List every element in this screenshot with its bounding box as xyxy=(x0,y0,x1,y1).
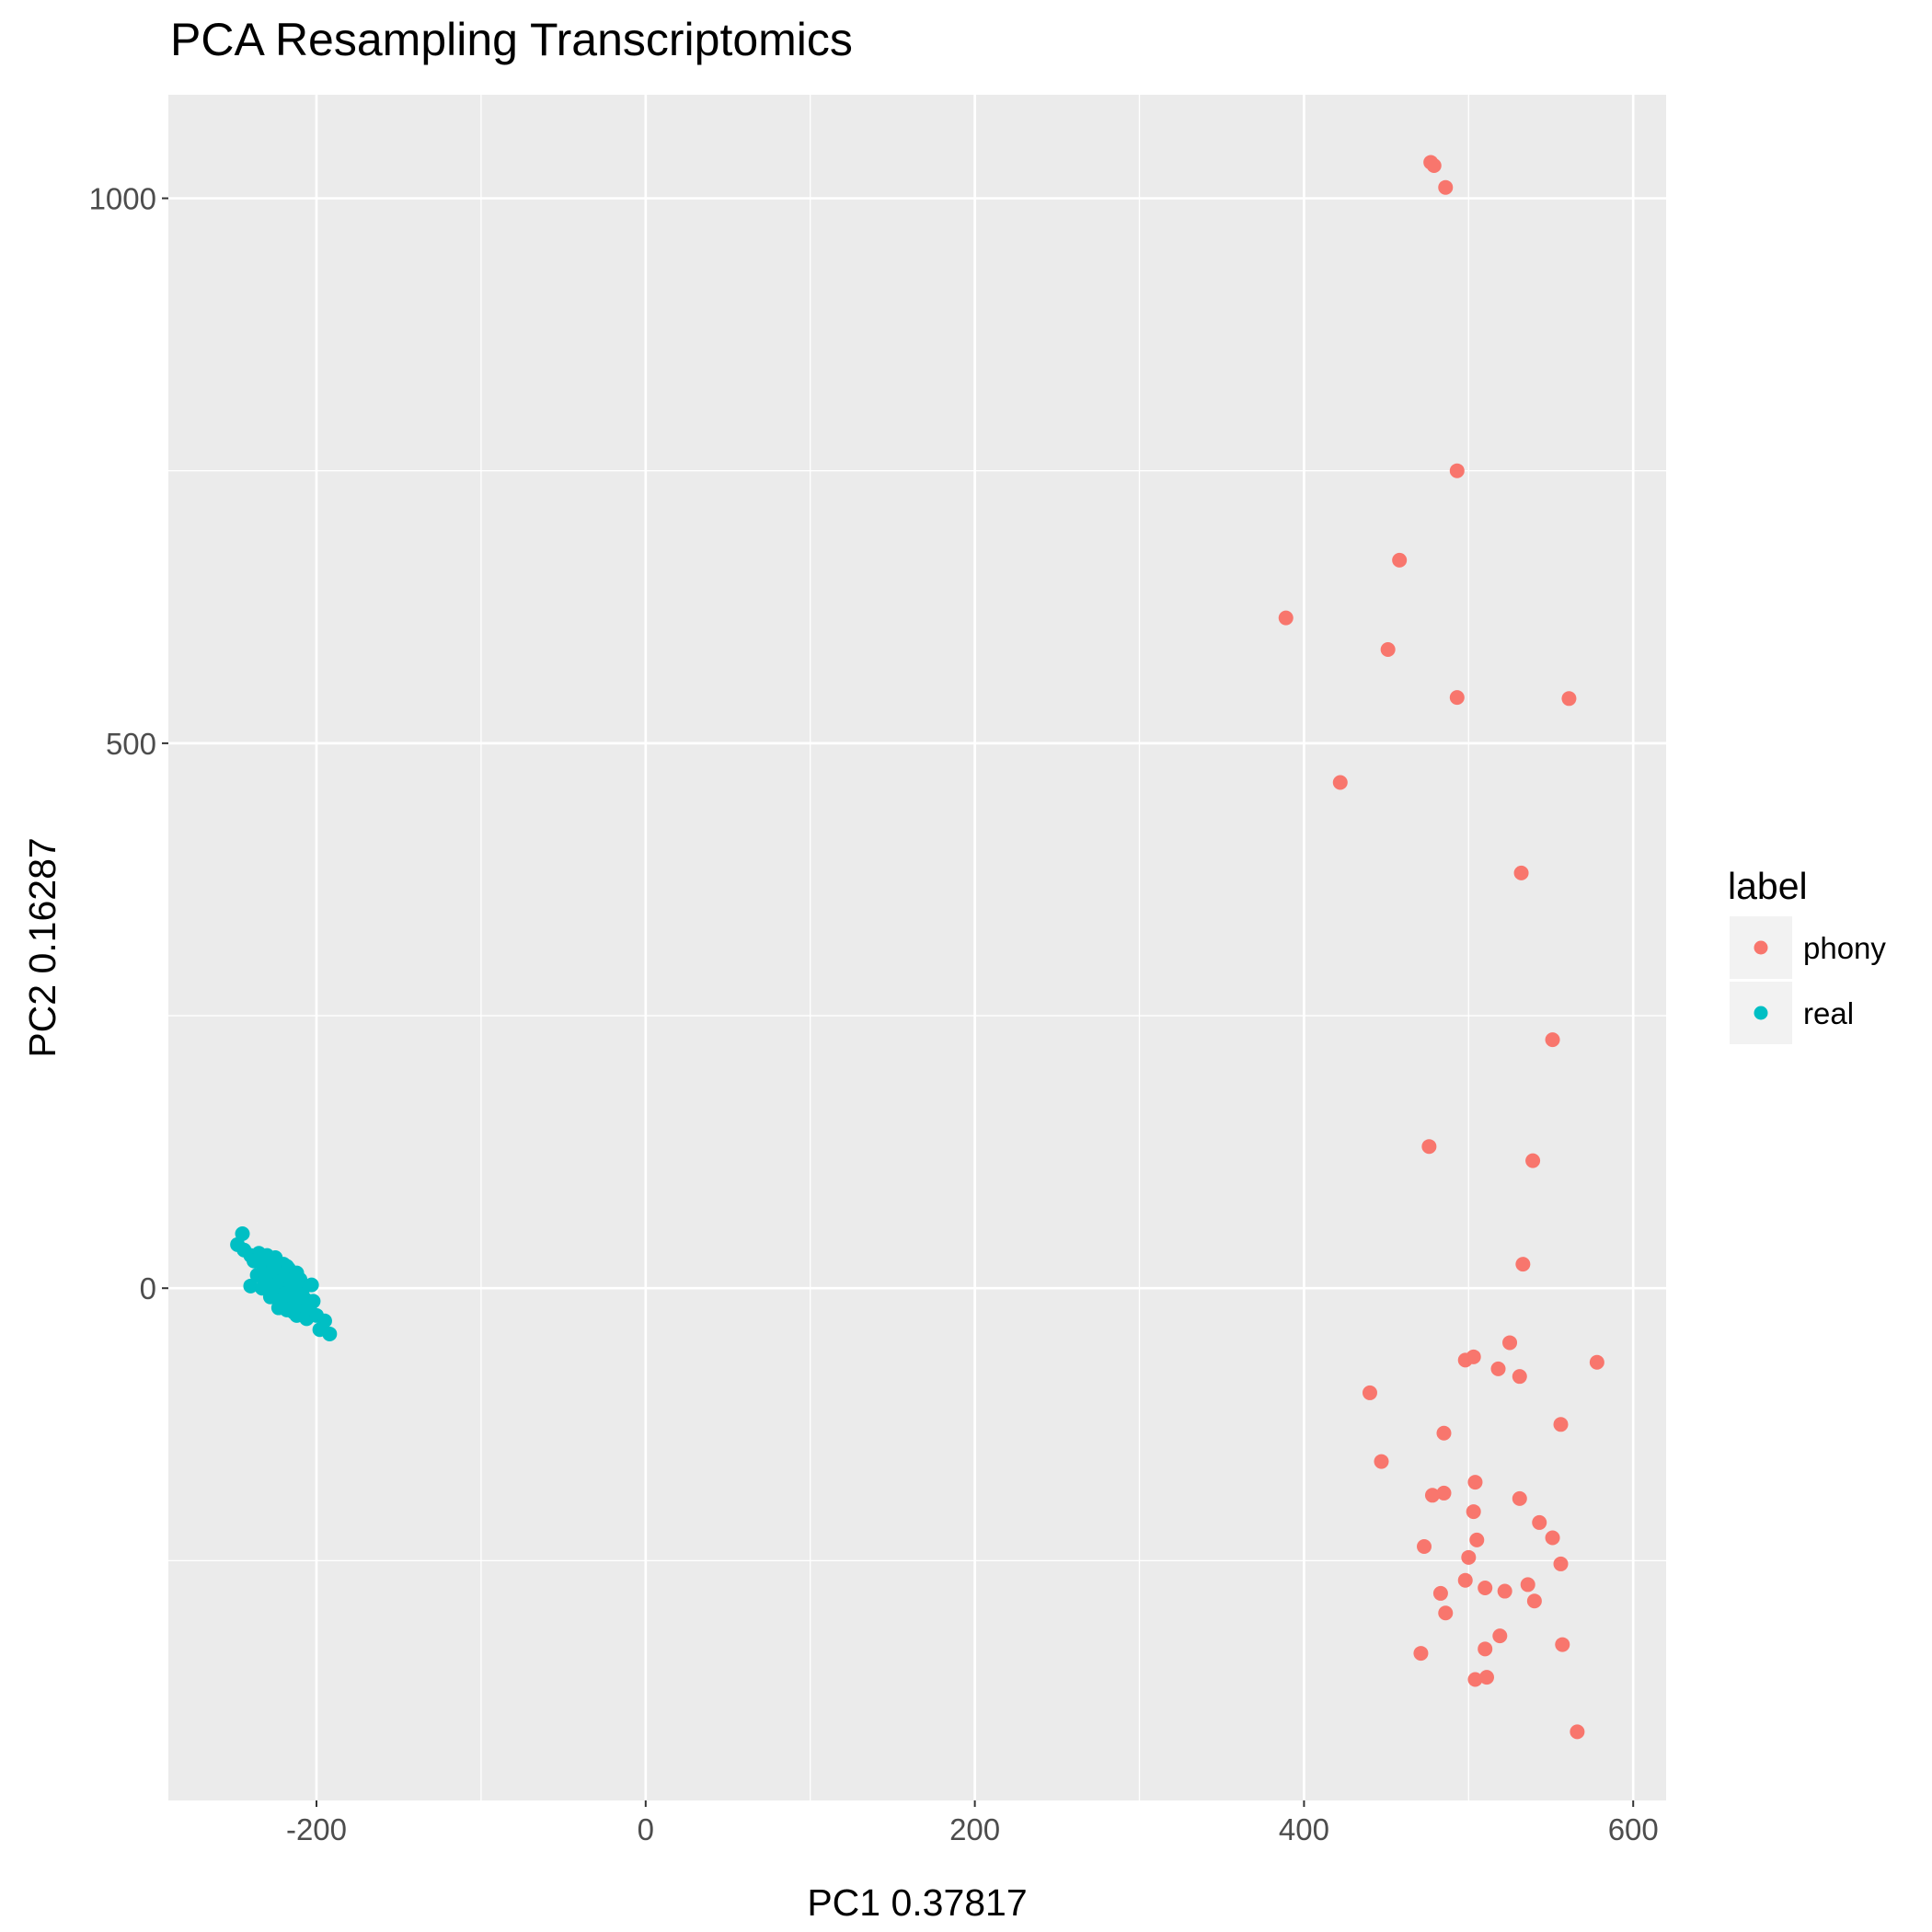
legend-title: label xyxy=(1728,865,1808,907)
point-real xyxy=(293,1287,309,1303)
y-axis-ticks: 0 500 1000 xyxy=(89,182,168,1305)
x-tick-label: 400 xyxy=(1279,1812,1329,1846)
point-phony xyxy=(1457,1572,1473,1588)
point-phony xyxy=(1421,1139,1437,1155)
chart-title: PCA Resampling Transcriptomics xyxy=(170,14,853,65)
minor-gridlines xyxy=(168,95,1666,1800)
plot-panel xyxy=(168,95,1666,1800)
point-real xyxy=(270,1300,286,1316)
y-axis-title: PC2 0.16287 xyxy=(21,837,63,1057)
point-phony xyxy=(1525,1153,1541,1168)
y-tick-label: 1000 xyxy=(89,182,156,216)
point-phony xyxy=(1380,641,1396,657)
point-phony xyxy=(1490,1361,1506,1376)
point-phony xyxy=(1492,1628,1508,1644)
point-real xyxy=(322,1326,338,1341)
point-phony xyxy=(1553,1417,1569,1432)
point-phony xyxy=(1502,1335,1518,1351)
point-phony xyxy=(1469,1532,1485,1547)
point-phony xyxy=(1532,1514,1547,1530)
x-tick-label: 200 xyxy=(949,1812,1000,1846)
point-phony xyxy=(1545,1032,1560,1048)
point-phony xyxy=(1526,1593,1542,1609)
point-real xyxy=(266,1259,282,1274)
major-gridlines xyxy=(168,95,1666,1800)
point-phony xyxy=(1449,463,1465,478)
x-axis-ticks: -200 0 200 400 600 xyxy=(286,1800,1659,1846)
point-phony xyxy=(1449,690,1465,706)
point-real xyxy=(304,1277,319,1293)
point-phony xyxy=(1478,1641,1493,1657)
point-phony xyxy=(1413,1646,1429,1662)
point-real xyxy=(289,1265,305,1281)
y-tick-label: 500 xyxy=(106,727,156,761)
point-real xyxy=(270,1274,285,1290)
legend-label-real: real xyxy=(1803,996,1854,1030)
point-phony xyxy=(1432,1585,1448,1601)
point-phony xyxy=(1461,1549,1477,1565)
point-phony xyxy=(1520,1577,1535,1593)
point-real xyxy=(258,1270,273,1285)
point-phony xyxy=(1497,1583,1512,1599)
legend-swatch-real xyxy=(1754,1006,1768,1020)
y-tick-label: 0 xyxy=(140,1271,156,1305)
point-phony xyxy=(1436,1425,1452,1441)
legend-label-phony: phony xyxy=(1803,931,1886,965)
point-phony xyxy=(1467,1475,1483,1490)
point-phony xyxy=(1589,1354,1604,1370)
point-phony xyxy=(1478,1580,1493,1595)
x-axis-title: PC1 0.37817 xyxy=(807,1881,1027,1924)
point-phony xyxy=(1545,1530,1560,1546)
point-phony xyxy=(1332,775,1348,790)
point-phony xyxy=(1392,552,1408,568)
point-real xyxy=(243,1278,259,1294)
point-phony xyxy=(1466,1504,1481,1520)
point-phony xyxy=(1457,1352,1473,1368)
point-phony xyxy=(1362,1385,1377,1400)
point-phony xyxy=(1555,1637,1570,1652)
x-tick-label: 600 xyxy=(1608,1812,1659,1846)
point-phony xyxy=(1438,1605,1454,1621)
point-phony xyxy=(1512,1490,1527,1506)
point-phony xyxy=(1570,1724,1585,1740)
point-phony xyxy=(1561,691,1577,707)
x-tick-label: -200 xyxy=(286,1812,347,1846)
legend-swatch-phony xyxy=(1754,940,1768,955)
point-phony xyxy=(1478,1670,1494,1685)
point-phony xyxy=(1278,610,1294,626)
point-phony xyxy=(1374,1454,1389,1469)
point-phony xyxy=(1436,1485,1452,1501)
point-phony xyxy=(1417,1538,1432,1554)
point-phony xyxy=(1512,1369,1527,1385)
point-phony xyxy=(1426,158,1442,174)
x-tick-label: 0 xyxy=(638,1812,654,1846)
point-phony xyxy=(1553,1556,1569,1571)
point-phony xyxy=(1438,179,1454,195)
point-phony xyxy=(1513,865,1529,880)
point-phony xyxy=(1424,1488,1440,1503)
legend: label phony real xyxy=(1728,865,1886,1044)
point-real xyxy=(285,1305,301,1320)
point-phony xyxy=(1515,1257,1531,1272)
data-points xyxy=(230,155,1604,1740)
point-phony xyxy=(1467,1672,1483,1687)
